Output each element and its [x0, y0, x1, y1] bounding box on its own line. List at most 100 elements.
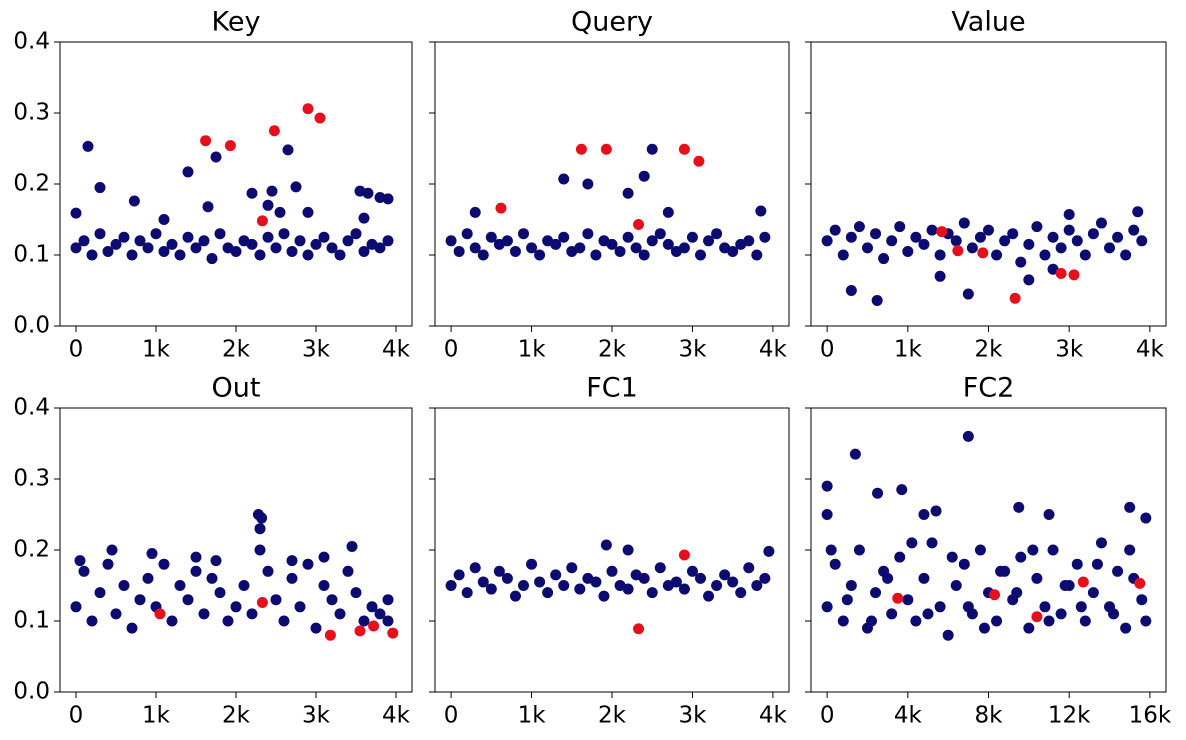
data-point [1136, 235, 1148, 247]
data-point [1013, 501, 1025, 513]
data-point [853, 544, 865, 556]
x-tick-label: 4k [382, 337, 411, 363]
data-point [274, 206, 286, 218]
data-point [1007, 228, 1019, 240]
data-point [703, 235, 715, 247]
data-point [582, 178, 594, 190]
data-point [1047, 231, 1059, 243]
data-point [1063, 209, 1075, 221]
data-point [743, 235, 755, 247]
data-point [342, 235, 354, 247]
data-point [550, 238, 562, 250]
data-point [763, 545, 775, 557]
data-point [358, 212, 370, 224]
data-point [633, 623, 645, 635]
data-point [743, 562, 755, 574]
data-point [106, 544, 118, 556]
data-point [999, 235, 1011, 247]
data-point [324, 629, 336, 641]
data-point [1055, 267, 1067, 279]
data-point [266, 185, 278, 197]
data-point [206, 253, 218, 265]
data-point [501, 572, 513, 584]
data-point [70, 207, 82, 219]
data-point [485, 583, 497, 595]
data-point [966, 242, 978, 254]
data-point [302, 103, 314, 115]
data-point [78, 565, 90, 577]
data-point [210, 555, 222, 567]
data-point [382, 235, 394, 247]
x-tick-label: 0 [820, 337, 835, 363]
data-point [358, 245, 370, 257]
x-tick-label: 12k [1048, 703, 1091, 729]
x-tick-label: 3k [302, 337, 331, 363]
data-point [198, 235, 210, 247]
data-point [849, 448, 861, 460]
data-point [566, 562, 578, 574]
data-point [962, 430, 974, 442]
data-point [946, 551, 958, 563]
data-point [526, 242, 538, 254]
x-tick-label: 3k [678, 703, 707, 729]
data-point [695, 249, 706, 261]
x-tick-label: 4k [382, 703, 411, 729]
data-point [1027, 544, 1039, 556]
data-point [158, 245, 170, 257]
data-point [654, 562, 666, 574]
data-point [254, 249, 266, 261]
data-point [477, 249, 489, 261]
data-point [302, 249, 314, 261]
data-point [374, 242, 386, 254]
data-point [110, 608, 122, 620]
data-point [574, 583, 586, 595]
y-tick-label: 0.2 [13, 171, 50, 197]
data-point [1124, 544, 1136, 556]
data-point [310, 622, 322, 634]
data-point [198, 608, 210, 620]
data-point [1031, 572, 1043, 584]
data-point [387, 627, 399, 639]
y-tick-label: 0.3 [13, 466, 50, 492]
data-point [759, 572, 771, 584]
data-point [1079, 615, 1091, 627]
x-tick-label: 1k [518, 337, 547, 363]
data-point [930, 505, 942, 517]
x-tick-label: 0 [444, 337, 459, 363]
data-point [174, 580, 186, 591]
data-point [358, 615, 370, 627]
data-point [574, 242, 586, 254]
data-point [622, 544, 634, 556]
data-point [342, 565, 354, 577]
data-point [886, 235, 898, 247]
data-point [453, 569, 465, 581]
y-tick-label: 0.0 [13, 313, 50, 339]
data-point [727, 576, 739, 588]
data-point [469, 242, 481, 254]
data-point [1120, 622, 1132, 634]
axes-frame [59, 41, 413, 327]
data-point [622, 187, 634, 199]
data-point [1015, 551, 1027, 563]
data-point [1043, 509, 1055, 520]
data-point [678, 583, 690, 595]
data-point [461, 228, 473, 240]
data-point [1132, 206, 1144, 218]
data-point [346, 540, 358, 552]
x-tick-label: 4k [894, 703, 923, 729]
data-point [910, 231, 922, 243]
data-point [230, 601, 242, 613]
x-tick-label: 0 [69, 337, 84, 363]
data-point [210, 151, 222, 163]
data-point [150, 228, 162, 240]
data-point [630, 242, 642, 254]
data-point [575, 143, 587, 155]
data-point [334, 608, 346, 620]
data-point [278, 228, 290, 240]
data-point [582, 228, 594, 240]
data-point [894, 551, 906, 563]
data-point [918, 572, 930, 584]
data-point [94, 587, 106, 599]
x-tick-label: 3k [1055, 337, 1084, 363]
data-point [950, 580, 962, 591]
